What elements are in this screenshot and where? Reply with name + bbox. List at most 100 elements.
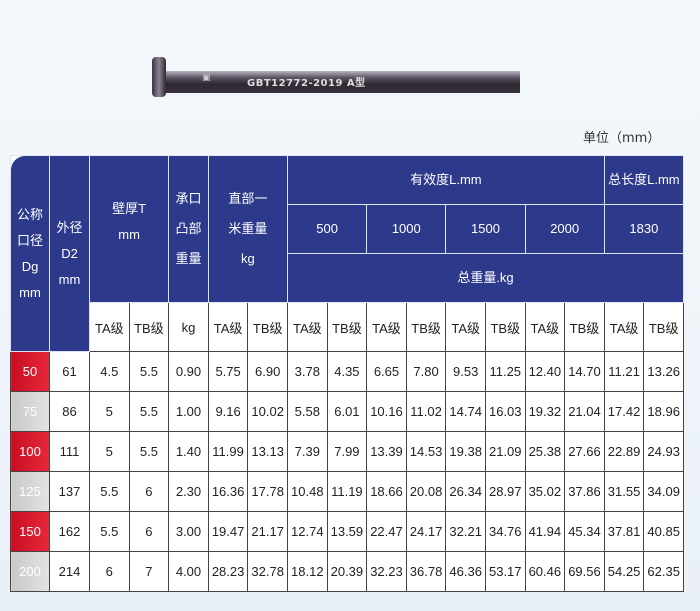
header-length-1500: 1500 <box>445 204 526 254</box>
table-cell: 24.93 <box>643 431 684 472</box>
table-cell: 3.00 <box>168 511 209 552</box>
table-cell: 16.36 <box>207 471 249 512</box>
table-cell: 162 <box>49 511 90 552</box>
table-cell: 62.35 <box>643 551 684 592</box>
dg-cell: 50 <box>10 351 50 392</box>
table-cell: 5 <box>89 431 130 472</box>
table-cell: 5 <box>89 391 130 432</box>
grade-header: TA级 <box>366 302 407 352</box>
table-cell: 34.09 <box>643 471 684 512</box>
table-cell: 19.32 <box>524 391 566 432</box>
table-row: 100 111 5 5.5 1.40 11.99 13.13 7.39 7.99 13.39 14.… <box>10 431 684 472</box>
table-cell: 7.39 <box>287 431 328 472</box>
table-cell: 19.47 <box>207 511 249 552</box>
table-cell: 7 <box>128 551 170 592</box>
grade-header: TB级 <box>484 302 526 352</box>
table-cell: 16.03 <box>484 391 526 432</box>
grade-header: TA级 <box>445 302 486 352</box>
table-cell: 3.78 <box>287 351 328 392</box>
table-cell: 60.46 <box>524 551 566 592</box>
table-cell: 37.86 <box>564 471 605 512</box>
grade-header: TB级 <box>247 302 288 352</box>
grade-header: TA级 <box>524 302 566 352</box>
table-cell: 6 <box>128 471 170 512</box>
dg-cell: 200 <box>10 551 50 592</box>
table-cell: 21.17 <box>247 511 288 552</box>
table-cell: 6.01 <box>326 391 368 432</box>
table-cell: 18.96 <box>643 391 684 432</box>
table-cell: 14.53 <box>405 431 447 472</box>
table-row: 150 162 5.5 6 3.00 19.47 21.17 12.74 13.59 22.47 2… <box>10 511 684 552</box>
header-effective: 有效度L.mm <box>287 155 605 205</box>
table-cell: 32.78 <box>247 551 288 592</box>
header-length-1000: 1000 <box>366 204 447 254</box>
table-cell: 13.39 <box>366 431 407 472</box>
table-cell: 5.5 <box>89 511 130 552</box>
grade-header: TB级 <box>405 302 447 352</box>
table-cell: 4.00 <box>168 551 209 592</box>
unit-label: 单位（mm） <box>583 131 661 146</box>
table-cell: 45.34 <box>564 511 605 552</box>
table-cell: 9.16 <box>207 391 249 432</box>
grade-header: TA级 <box>89 302 130 352</box>
table-cell: 41.94 <box>524 511 566 552</box>
table-cell: 46.36 <box>445 551 486 592</box>
table-cell: 9.53 <box>445 351 486 392</box>
table-cell: 31.55 <box>603 471 645 512</box>
table-cell: 0.90 <box>168 351 209 392</box>
pipe-socket <box>152 57 166 97</box>
header-dg: 公称 口径 Dg mm <box>10 155 50 352</box>
header-socket: 承口 凸部 重量 <box>168 155 209 303</box>
table-cell: 18.12 <box>287 551 328 592</box>
table-cell: 20.39 <box>326 551 368 592</box>
spec-table: 公称 口径 Dg mm 外径 D2 mm 壁厚T mm 承口 凸部 重量 直部一 米重量 kg 有效… <box>10 155 684 592</box>
grade-header: TA级 <box>207 302 249 352</box>
table-cell: 18.66 <box>366 471 407 512</box>
table-cell: 1.40 <box>168 431 209 472</box>
table-cell: 137 <box>49 471 90 512</box>
dg-cell: 75 <box>10 391 50 432</box>
header-length-1830: 1830 <box>603 204 684 254</box>
grade-header: TB级 <box>326 302 368 352</box>
table-cell: 11.19 <box>326 471 368 512</box>
table-cell: 5.5 <box>128 391 170 432</box>
table-row: 125 137 5.5 6 2.30 16.36 17.78 10.48 11.19 18.66 2… <box>10 471 684 512</box>
header-total-weight: 总重量.kg <box>287 253 684 303</box>
grade-header: TA级 <box>287 302 328 352</box>
table-cell: 4.35 <box>326 351 368 392</box>
table-cell: 6 <box>128 511 170 552</box>
table-cell: 28.97 <box>484 471 526 512</box>
table-cell: 17.78 <box>247 471 288 512</box>
table-cell: 21.04 <box>564 391 605 432</box>
table-cell: 6.90 <box>247 351 288 392</box>
header-d2: 外径 D2 mm <box>49 155 90 352</box>
table-cell: 24.17 <box>405 511 447 552</box>
table-cell: 214 <box>49 551 90 592</box>
table-cell: 4.5 <box>89 351 130 392</box>
table-cell: 2.30 <box>168 471 209 512</box>
table-cell: 11.25 <box>484 351 526 392</box>
pipe-logo: ▣ <box>202 73 211 83</box>
dg-cell: 100 <box>10 431 50 472</box>
table-cell: 5.75 <box>207 351 249 392</box>
table-cell: 12.40 <box>524 351 566 392</box>
table-cell: 37.81 <box>603 511 645 552</box>
table-cell: 10.02 <box>247 391 288 432</box>
table-cell: 10.48 <box>287 471 328 512</box>
header-straight: 直部一 米重量 kg <box>207 155 289 303</box>
table-cell: 25.38 <box>524 431 566 472</box>
table-cell: 11.99 <box>207 431 249 472</box>
grade-header: kg <box>168 302 209 352</box>
table-cell: 6 <box>89 551 130 592</box>
table-cell: 5.5 <box>89 471 130 512</box>
table-cell: 17.42 <box>603 391 645 432</box>
grade-header: TA级 <box>603 302 645 352</box>
table-cell: 32.23 <box>366 551 407 592</box>
table-cell: 5.58 <box>287 391 328 432</box>
table-cell: 21.09 <box>484 431 526 472</box>
pipe-image: ▣ GBT12772-2019 A型 <box>152 57 520 97</box>
table-cell: 61 <box>49 351 90 392</box>
table-cell: 28.23 <box>207 551 249 592</box>
table-cell: 32.21 <box>445 511 486 552</box>
header-length-500: 500 <box>286 204 368 254</box>
